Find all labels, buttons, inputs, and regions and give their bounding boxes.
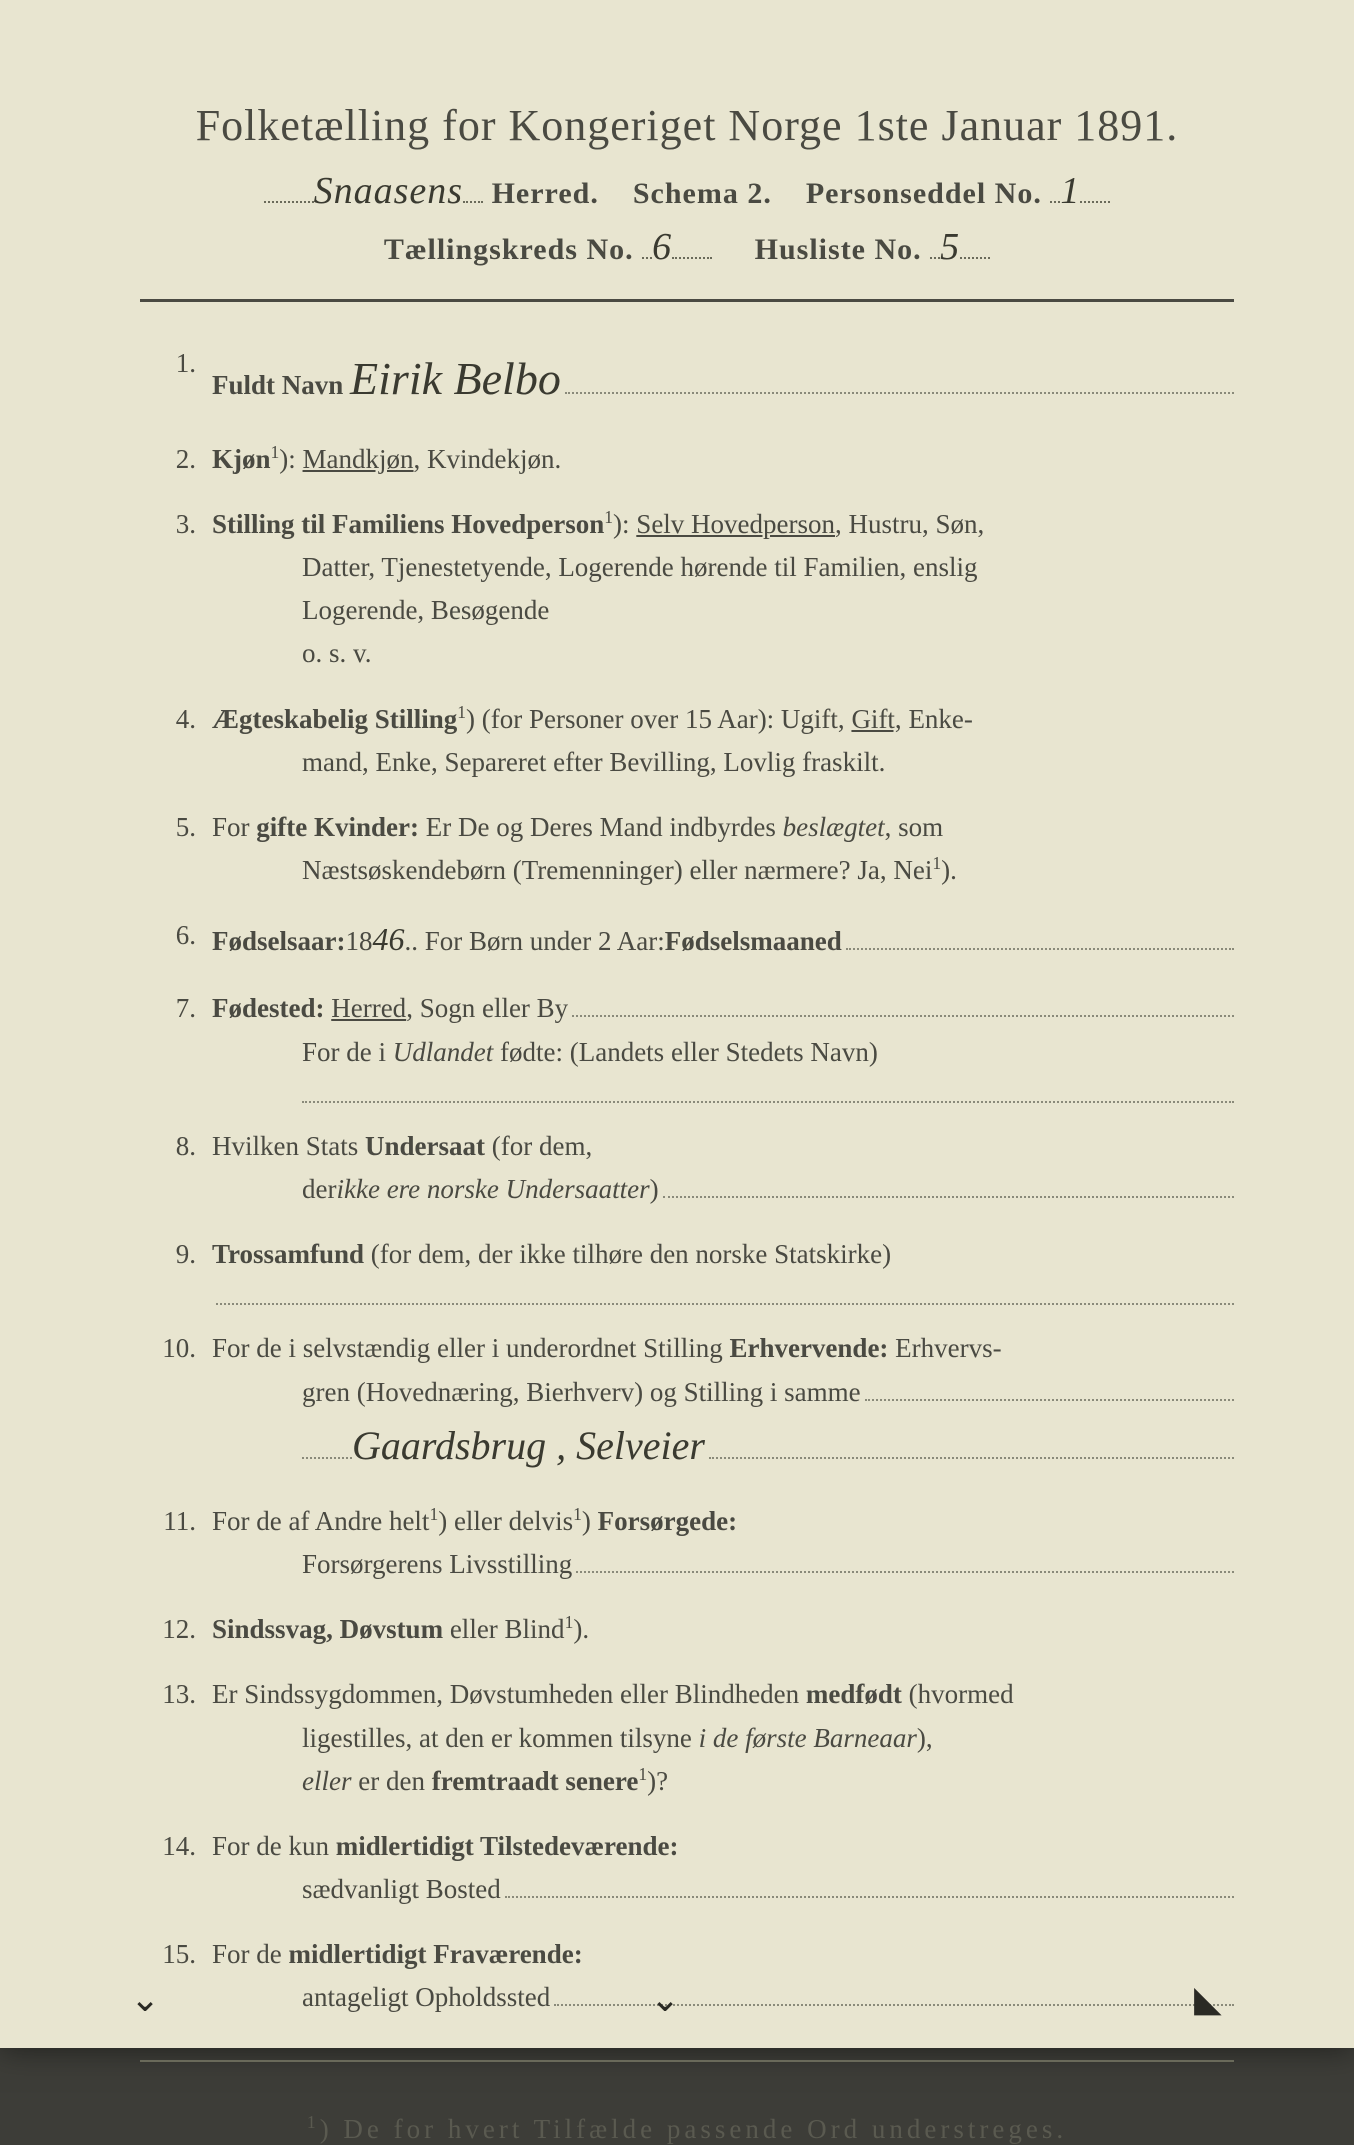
item-13: 13. Er Sindssygdommen, Døvstumheden elle… xyxy=(140,1673,1234,1803)
kreds-label: Tællingskreds No. xyxy=(384,233,634,266)
item-12: 12. Sindssvag, Døvstum eller Blind1). xyxy=(140,1608,1234,1651)
husliste-no: 5 xyxy=(940,225,960,269)
occupation-handwritten: Gaardsbrug , Selveier xyxy=(352,1414,705,1478)
husliste-label: Husliste No. xyxy=(755,233,922,266)
item-15: 15. For de midlertidigt Fraværende: anta… xyxy=(140,1933,1234,2019)
punch-mark-icon: ⌄ xyxy=(130,1978,160,2008)
opt-selv-hovedperson: Selv Hovedperson xyxy=(636,509,835,539)
item-num: 7. xyxy=(140,987,212,1030)
item-num: 1. xyxy=(140,342,212,385)
item-num: 11. xyxy=(140,1500,212,1543)
punch-mark-icon: ⌄ xyxy=(650,1978,680,2008)
name-handwritten: Eirik Belbo xyxy=(350,342,561,416)
item-num: 2. xyxy=(140,438,212,481)
item-5-line2: Næstsøskendebørn (Tremenninger) eller næ… xyxy=(212,849,1234,892)
item-2: 2. Kjøn1): Mandkjøn, Kvindekjøn. xyxy=(140,438,1234,481)
label-fodselsaar: Fødselsaar: xyxy=(212,920,345,963)
label-fodselsmaaned: Fødselsmaaned xyxy=(665,920,842,963)
dotfill xyxy=(846,921,1234,950)
item-7: 7. Fødested: Herred, Sogn eller By For d… xyxy=(140,987,1234,1102)
item-9: 9. Trossamfund (for dem, der ikke tilhør… xyxy=(140,1233,1234,1305)
label-sindssvag: Sindssvag, Døvstum xyxy=(212,1614,443,1644)
header-rule xyxy=(140,299,1234,302)
item-6: 6. Fødselsaar: 18 46 .. For Børn under 2… xyxy=(140,914,1234,965)
item-num: 10. xyxy=(140,1327,212,1370)
label-kjon: Kjøn xyxy=(212,444,271,474)
item-13-line3: eller er den fremtraadt senere1)? xyxy=(212,1760,1234,1803)
header-line-1: Snaasens Herred. Schema 2. Personseddel … xyxy=(140,169,1234,213)
schema-label: Schema 2. xyxy=(633,177,772,210)
herred-handwritten: Snaasens xyxy=(314,169,463,213)
item-num: 14. xyxy=(140,1825,212,1868)
label-aegteskab: Ægteskabelig Stilling xyxy=(212,704,457,734)
label-undersaat: Undersaat xyxy=(365,1131,485,1161)
dotfill xyxy=(865,1372,1234,1401)
herred-label: Herred. xyxy=(492,177,599,210)
footnote: 1) De for hvert Tilfælde passende Ord un… xyxy=(140,2112,1234,2145)
item-3-line4: o. s. v. xyxy=(212,632,1234,675)
birth-year: 46 xyxy=(372,914,404,965)
opt-kvindekjon: Kvindekjøn. xyxy=(427,444,561,474)
item-3-line3: Logerende, Besøgende xyxy=(212,589,1234,632)
item-num: 12. xyxy=(140,1608,212,1651)
personseddel-no: 1 xyxy=(1060,169,1080,213)
item-5: 5. For gifte Kvinder: Er De og Deres Man… xyxy=(140,806,1234,892)
item-num: 6. xyxy=(140,914,212,957)
dotfill xyxy=(663,1169,1234,1198)
label-gifte-kvinder: gifte Kvinder: xyxy=(256,812,419,842)
item-num: 13. xyxy=(140,1673,212,1716)
punch-mark-icon: ◣ xyxy=(1194,1978,1224,2008)
footer-rule xyxy=(140,2060,1234,2062)
label-stilling: Stilling til Familiens Hovedperson xyxy=(212,509,604,539)
item-13-line2: ligestilles, at den er kommen tilsyne i … xyxy=(212,1717,1234,1760)
dotfill xyxy=(576,1544,1234,1573)
item-1: 1. Fuldt Navn Eirik Belbo xyxy=(140,342,1234,416)
header-line-2: Tællingskreds No. 6 Husliste No. 5 xyxy=(140,225,1234,269)
dotfill xyxy=(505,1869,1234,1898)
item-num: 8. xyxy=(140,1125,212,1168)
dotfill xyxy=(572,988,1234,1017)
dotfill xyxy=(216,1276,1234,1305)
dotfill xyxy=(709,1430,1234,1459)
item-3-line2: Datter, Tjenestetyende, Logerende hørend… xyxy=(212,546,1234,589)
item-8: 8. Hvilken Stats Undersaat (for dem, der… xyxy=(140,1125,1234,1211)
page-title: Folketælling for Kongeriget Norge 1ste J… xyxy=(140,100,1234,151)
item-11: 11. For de af Andre helt1) eller delvis1… xyxy=(140,1500,1234,1586)
item-num: 4. xyxy=(140,698,212,741)
label-tilstedevaerende: midlertidigt Tilstedeværende: xyxy=(336,1831,679,1861)
opt-mandkjon: Mandkjøn xyxy=(303,444,414,474)
item-num: 9. xyxy=(140,1233,212,1276)
item-num: 3. xyxy=(140,503,212,546)
item-3: 3. Stilling til Familiens Hovedperson1):… xyxy=(140,503,1234,676)
kreds-no: 6 xyxy=(652,225,672,269)
label-fuldt-navn: Fuldt Navn xyxy=(212,364,343,407)
item-4: 4. Ægteskabelig Stilling1) (for Personer… xyxy=(140,698,1234,784)
item-num: 15. xyxy=(140,1933,212,1976)
label-forsorgede: Forsørgede: xyxy=(598,1506,737,1536)
label-erhvervende: Erhvervende: xyxy=(729,1333,888,1363)
dotfill xyxy=(302,1074,1234,1103)
label-trossamfund: Trossamfund xyxy=(212,1239,364,1269)
personseddel-label: Personseddel No. xyxy=(806,177,1042,210)
dotfill xyxy=(565,365,1234,394)
label-fravaerende: midlertidigt Fraværende: xyxy=(289,1939,583,1969)
census-form-page: Folketælling for Kongeriget Norge 1ste J… xyxy=(0,0,1354,2048)
opt-herred: Herred xyxy=(331,987,406,1030)
item-7-line2: For de i Udlandet fødte: (Landets eller … xyxy=(212,1031,1234,1074)
item-14: 14. For de kun midlertidigt Tilstedevære… xyxy=(140,1825,1234,1911)
label-fodested: Fødested: xyxy=(212,987,324,1030)
item-10: 10. For de i selvstændig eller i underor… xyxy=(140,1327,1234,1477)
item-num: 5. xyxy=(140,806,212,849)
item-4-line2: mand, Enke, Separeret efter Bevilling, L… xyxy=(212,741,1234,784)
opt-gift: Gift, xyxy=(851,704,901,734)
